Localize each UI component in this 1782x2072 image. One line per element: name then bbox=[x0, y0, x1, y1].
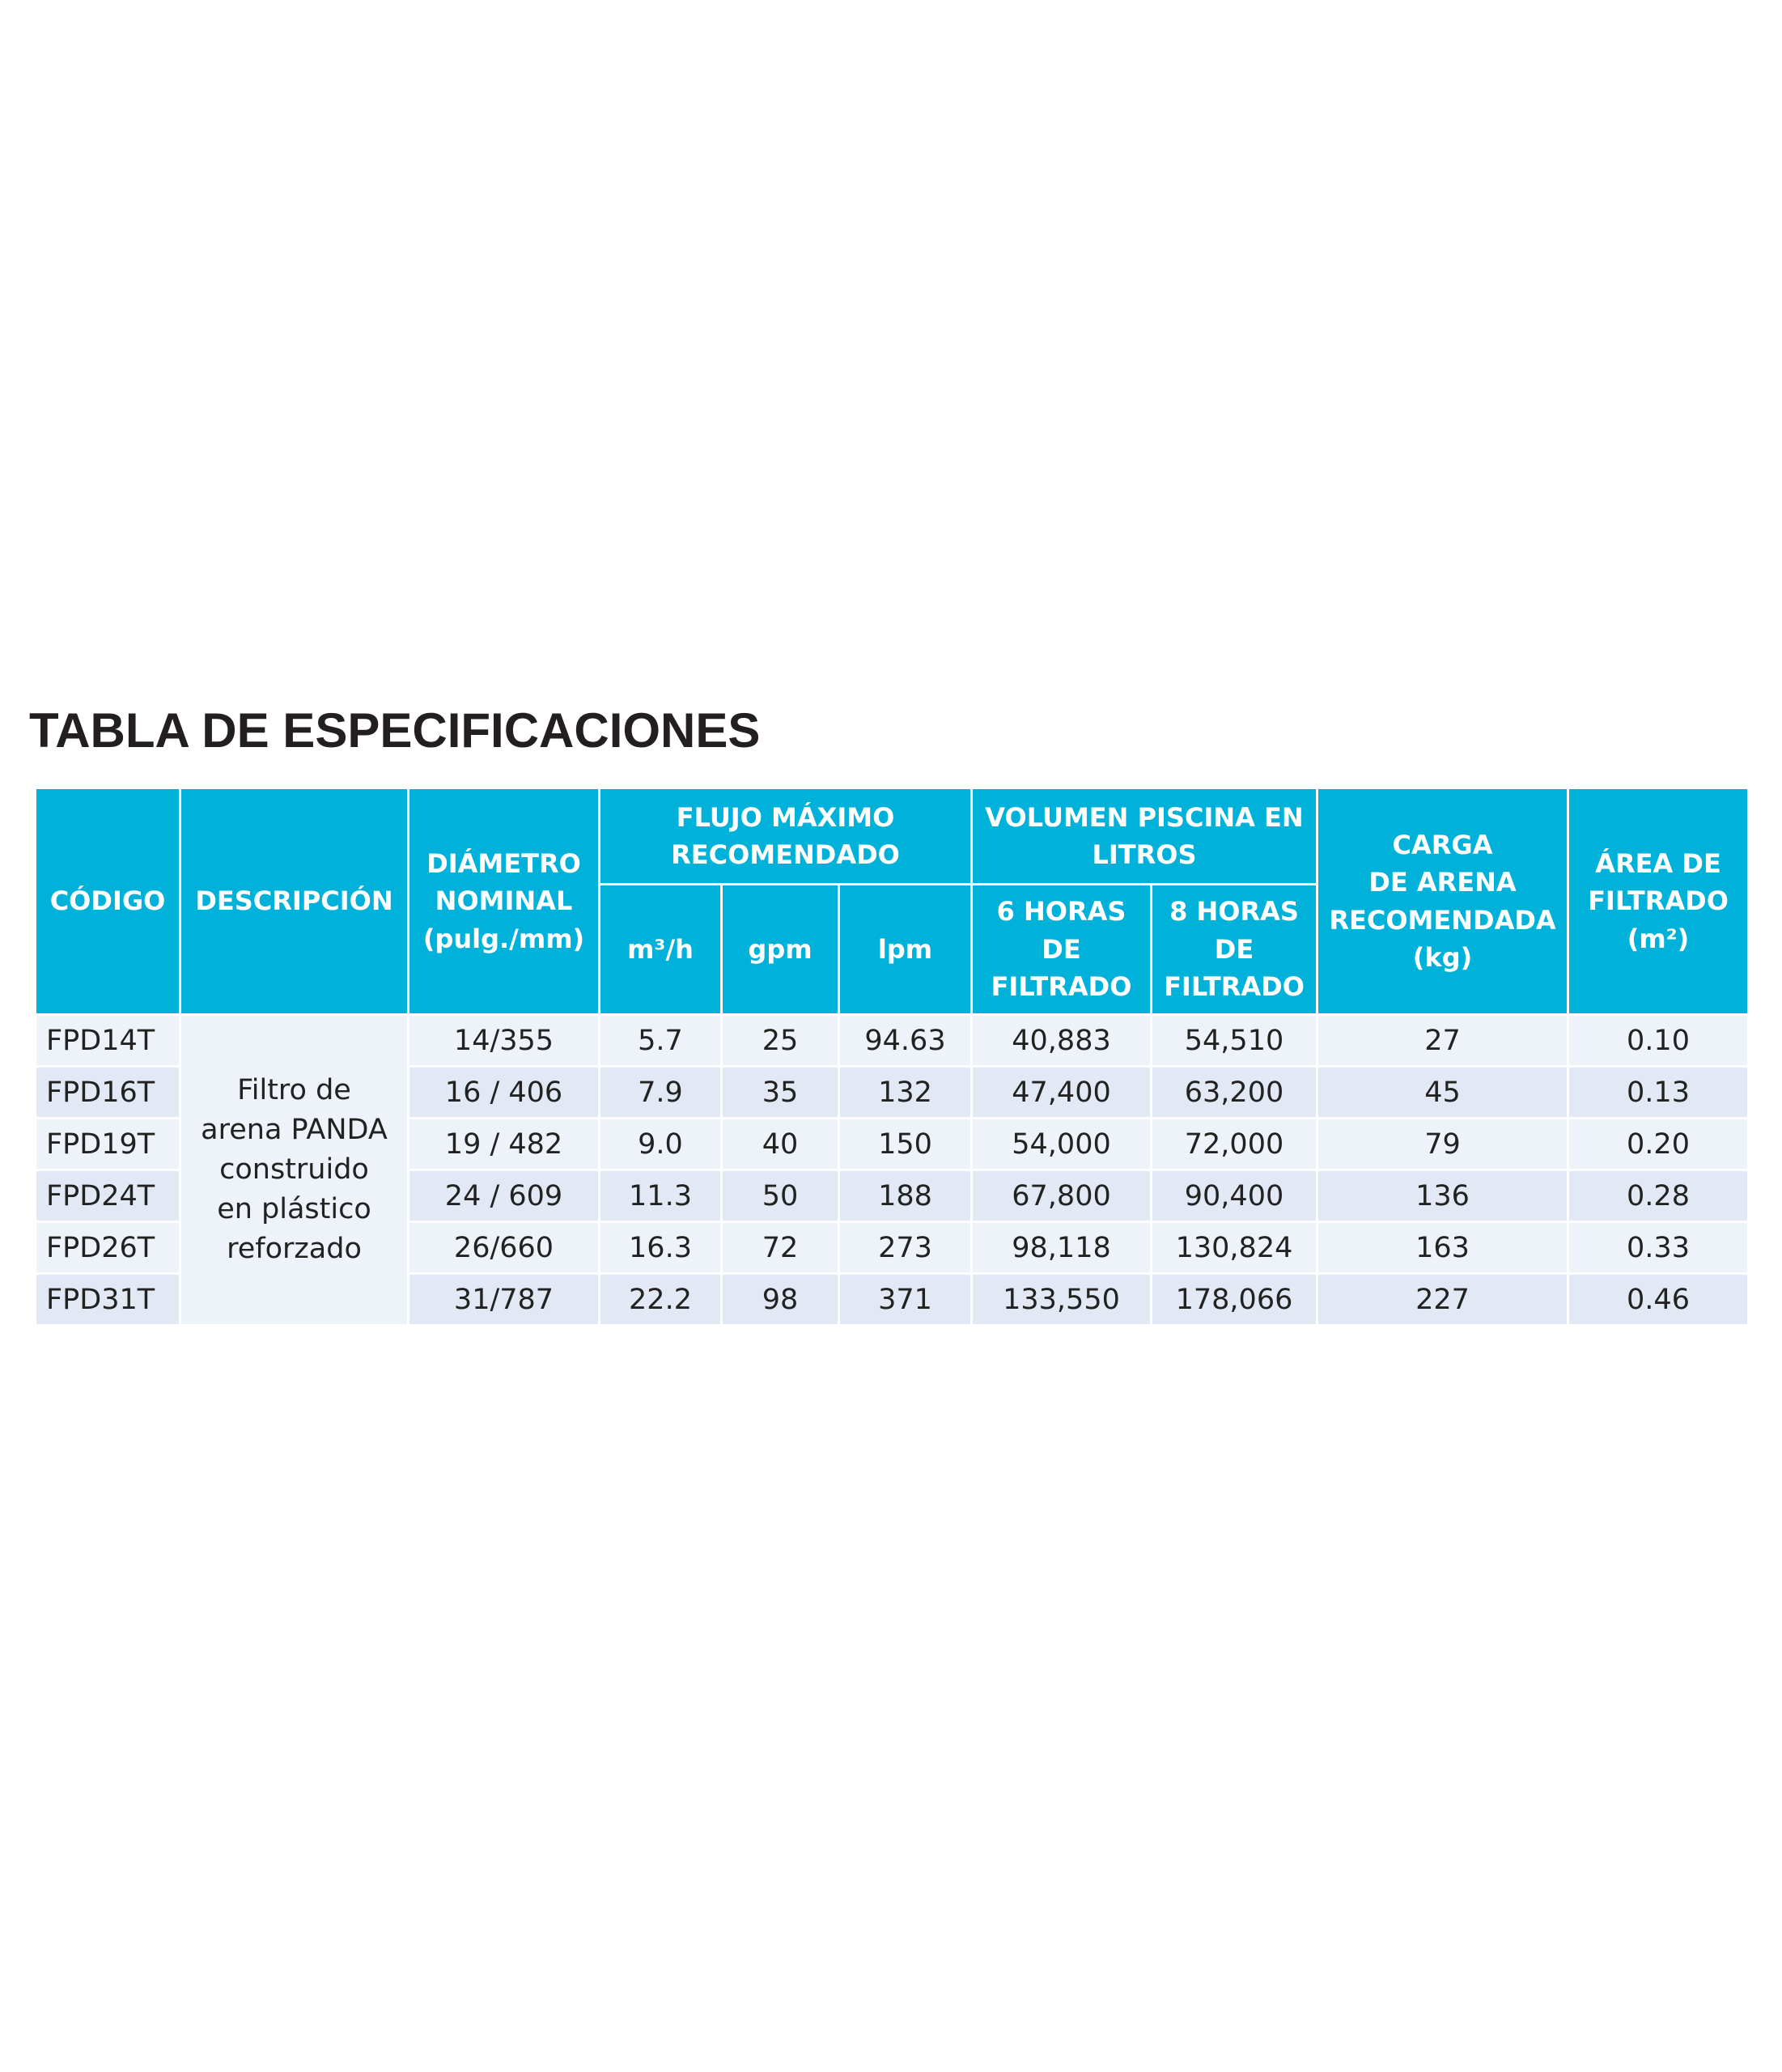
description-cell: Filtro de arena PANDA construido en plás… bbox=[181, 1016, 407, 1324]
value-cell: 14/355 bbox=[409, 1016, 598, 1065]
value-cell: 133,550 bbox=[973, 1275, 1150, 1324]
header-cell: FLUJO MÁXIMO RECOMENDADO bbox=[600, 789, 970, 883]
value-cell: 67,800 bbox=[973, 1171, 1150, 1221]
table-row: FPD19T 19 / 482 9.0 40 150 54,000 72,000 79 0.20 bbox=[36, 1119, 1747, 1169]
value-cell: 0.10 bbox=[1569, 1016, 1747, 1065]
value-cell: 16 / 406 bbox=[409, 1068, 598, 1117]
value-cell: 27 bbox=[1318, 1016, 1567, 1065]
value-cell: 150 bbox=[840, 1119, 970, 1169]
table-row: FPD31T 31/787 22.2 98 371 133,550 178,066 227 0.… bbox=[36, 1275, 1747, 1324]
code-cell: FPD26T bbox=[36, 1223, 179, 1272]
value-cell: 7.9 bbox=[600, 1068, 720, 1117]
value-cell: 132 bbox=[840, 1068, 970, 1117]
header-cell: DIÁMETRO NOMINAL (pulg./mm) bbox=[409, 789, 598, 1013]
header-cell: CÓDIGO bbox=[36, 789, 179, 1013]
value-cell: 54,000 bbox=[973, 1119, 1150, 1169]
table-row: FPD14T Filtro de arena PANDA construido e… bbox=[36, 1016, 1747, 1324]
value-cell: 45 bbox=[1318, 1068, 1567, 1117]
value-cell: 35 bbox=[723, 1068, 838, 1117]
header-cell: DESCRIPCIÓN bbox=[181, 789, 407, 1013]
value-cell: 0.13 bbox=[1569, 1068, 1747, 1117]
value-cell: 11.3 bbox=[600, 1171, 720, 1221]
value-cell: 72,000 bbox=[1152, 1119, 1316, 1169]
value-cell: 0.33 bbox=[1569, 1223, 1747, 1272]
value-cell: 90,400 bbox=[1152, 1171, 1316, 1221]
value-cell: 130,824 bbox=[1152, 1223, 1316, 1272]
value-cell: 0.20 bbox=[1569, 1119, 1747, 1169]
code-cell: FPD24T bbox=[36, 1171, 179, 1221]
subheader-cell: lpm bbox=[840, 885, 970, 1013]
table-row: FPD16T 16 / 406 7.9 35 132 47,400 63,200 45 0.13 bbox=[36, 1068, 1747, 1117]
value-cell: 273 bbox=[840, 1223, 970, 1272]
value-cell: 25 bbox=[723, 1016, 838, 1065]
value-cell: 0.46 bbox=[1569, 1275, 1747, 1324]
table-head: CÓDIGO DESCRIPCIÓN DIÁMETRO NOMINAL (pulg.… bbox=[36, 789, 1747, 1013]
value-cell: 63,200 bbox=[1152, 1068, 1316, 1117]
value-cell: 5.7 bbox=[600, 1016, 720, 1065]
value-cell: 16.3 bbox=[600, 1223, 720, 1272]
value-cell: 98 bbox=[723, 1275, 838, 1324]
value-cell: 163 bbox=[1318, 1223, 1567, 1272]
value-cell: 98,118 bbox=[973, 1223, 1150, 1272]
value-cell: 9.0 bbox=[600, 1119, 720, 1169]
code-cell: FPD19T bbox=[36, 1119, 179, 1169]
value-cell: 31/787 bbox=[409, 1275, 598, 1324]
header-cell: ÁREA DE FILTRADO (m²) bbox=[1569, 789, 1747, 1013]
value-cell: 40 bbox=[723, 1119, 838, 1169]
value-cell: 227 bbox=[1318, 1275, 1567, 1324]
value-cell: 47,400 bbox=[973, 1068, 1150, 1117]
value-cell: 0.28 bbox=[1569, 1171, 1747, 1221]
value-cell: 22.2 bbox=[600, 1275, 720, 1324]
value-cell: 188 bbox=[840, 1171, 970, 1221]
code-cell: FPD16T bbox=[36, 1068, 179, 1117]
value-cell: 24 / 609 bbox=[409, 1171, 598, 1221]
code-cell: FPD14T bbox=[36, 1016, 179, 1065]
value-cell: 19 / 482 bbox=[409, 1119, 598, 1169]
value-cell: 371 bbox=[840, 1275, 970, 1324]
header-row: CÓDIGO DESCRIPCIÓN DIÁMETRO NOMINAL (pulg.… bbox=[36, 789, 1747, 1013]
spec-table: CÓDIGO DESCRIPCIÓN DIÁMETRO NOMINAL (pulg.… bbox=[34, 787, 1750, 1327]
title: TABLA DE ESPECIFICACIONES bbox=[29, 703, 761, 758]
value-cell: 178,066 bbox=[1152, 1275, 1316, 1324]
value-cell: 94.63 bbox=[840, 1016, 970, 1065]
header-row: m³/h gpm lpm 6 HORAS DE FILTRADO 8 HORAS DE … bbox=[36, 885, 1747, 1013]
code-cell: FPD31T bbox=[36, 1275, 179, 1324]
value-cell: 50 bbox=[723, 1171, 838, 1221]
subheader-cell: 6 HORAS DE FILTRADO bbox=[973, 885, 1150, 1013]
value-cell: 40,883 bbox=[973, 1016, 1150, 1065]
value-cell: 79 bbox=[1318, 1119, 1567, 1169]
subheader-cell: m³/h bbox=[600, 885, 720, 1013]
header-cell: CARGA DE ARENA RECOMENDADA (kg) bbox=[1318, 789, 1567, 1013]
table-row: FPD26T 26/660 16.3 72 273 98,118 130,824 163 0.3… bbox=[36, 1223, 1747, 1272]
value-cell: 136 bbox=[1318, 1171, 1567, 1221]
table-body: FPD14T Filtro de arena PANDA construido e… bbox=[36, 1016, 1747, 1324]
header-cell: VOLUMEN PISCINA EN LITROS bbox=[973, 789, 1316, 883]
table-row: FPD24T 24 / 609 11.3 50 188 67,800 90,400 136 0.… bbox=[36, 1171, 1747, 1221]
subheader-cell: gpm bbox=[723, 885, 838, 1013]
value-cell: 54,510 bbox=[1152, 1016, 1316, 1065]
value-cell: 26/660 bbox=[409, 1223, 598, 1272]
value-cell: 72 bbox=[723, 1223, 838, 1272]
subheader-cell: 8 HORAS DE FILTRADO bbox=[1152, 885, 1316, 1013]
